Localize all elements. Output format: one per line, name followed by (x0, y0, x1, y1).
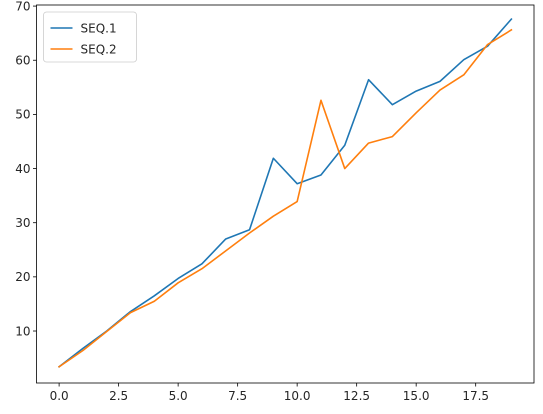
y-tick-label: 60 (15, 54, 30, 68)
x-tick-label: 7.5 (228, 389, 247, 403)
y-tick-label: 20 (15, 270, 30, 284)
x-tick-label: 15.0 (403, 389, 430, 403)
x-tick-label: 0.0 (50, 389, 69, 403)
legend-label: SEQ.2 (81, 42, 117, 56)
series-line-seq-2 (57, 28, 513, 368)
axes-frame (36, 4, 535, 384)
x-tick-label: 2.5 (109, 389, 128, 403)
legend-label: SEQ.1 (81, 21, 117, 35)
x-tick-label: 17.5 (462, 389, 489, 403)
x-axis: 0.0 2.5 5.0 7.5 10.0 12.5 15.0 17.5 (50, 383, 489, 403)
y-tick-label: 40 (15, 162, 30, 176)
series-layer (57, 17, 513, 368)
x-tick-label: 10.0 (284, 389, 311, 403)
y-tick-label: 70 (15, 0, 30, 13)
x-tick-label: 12.5 (343, 389, 370, 403)
legend: SEQ.1 SEQ.2 (43, 11, 137, 63)
y-axis: 10 20 30 40 50 60 70 (15, 0, 37, 338)
y-tick-label: 30 (15, 216, 30, 230)
y-tick-label: 10 (15, 324, 30, 338)
y-tick-label: 50 (15, 108, 30, 122)
x-tick-label: 5.0 (169, 389, 188, 403)
series-line-seq-1 (57, 17, 513, 368)
